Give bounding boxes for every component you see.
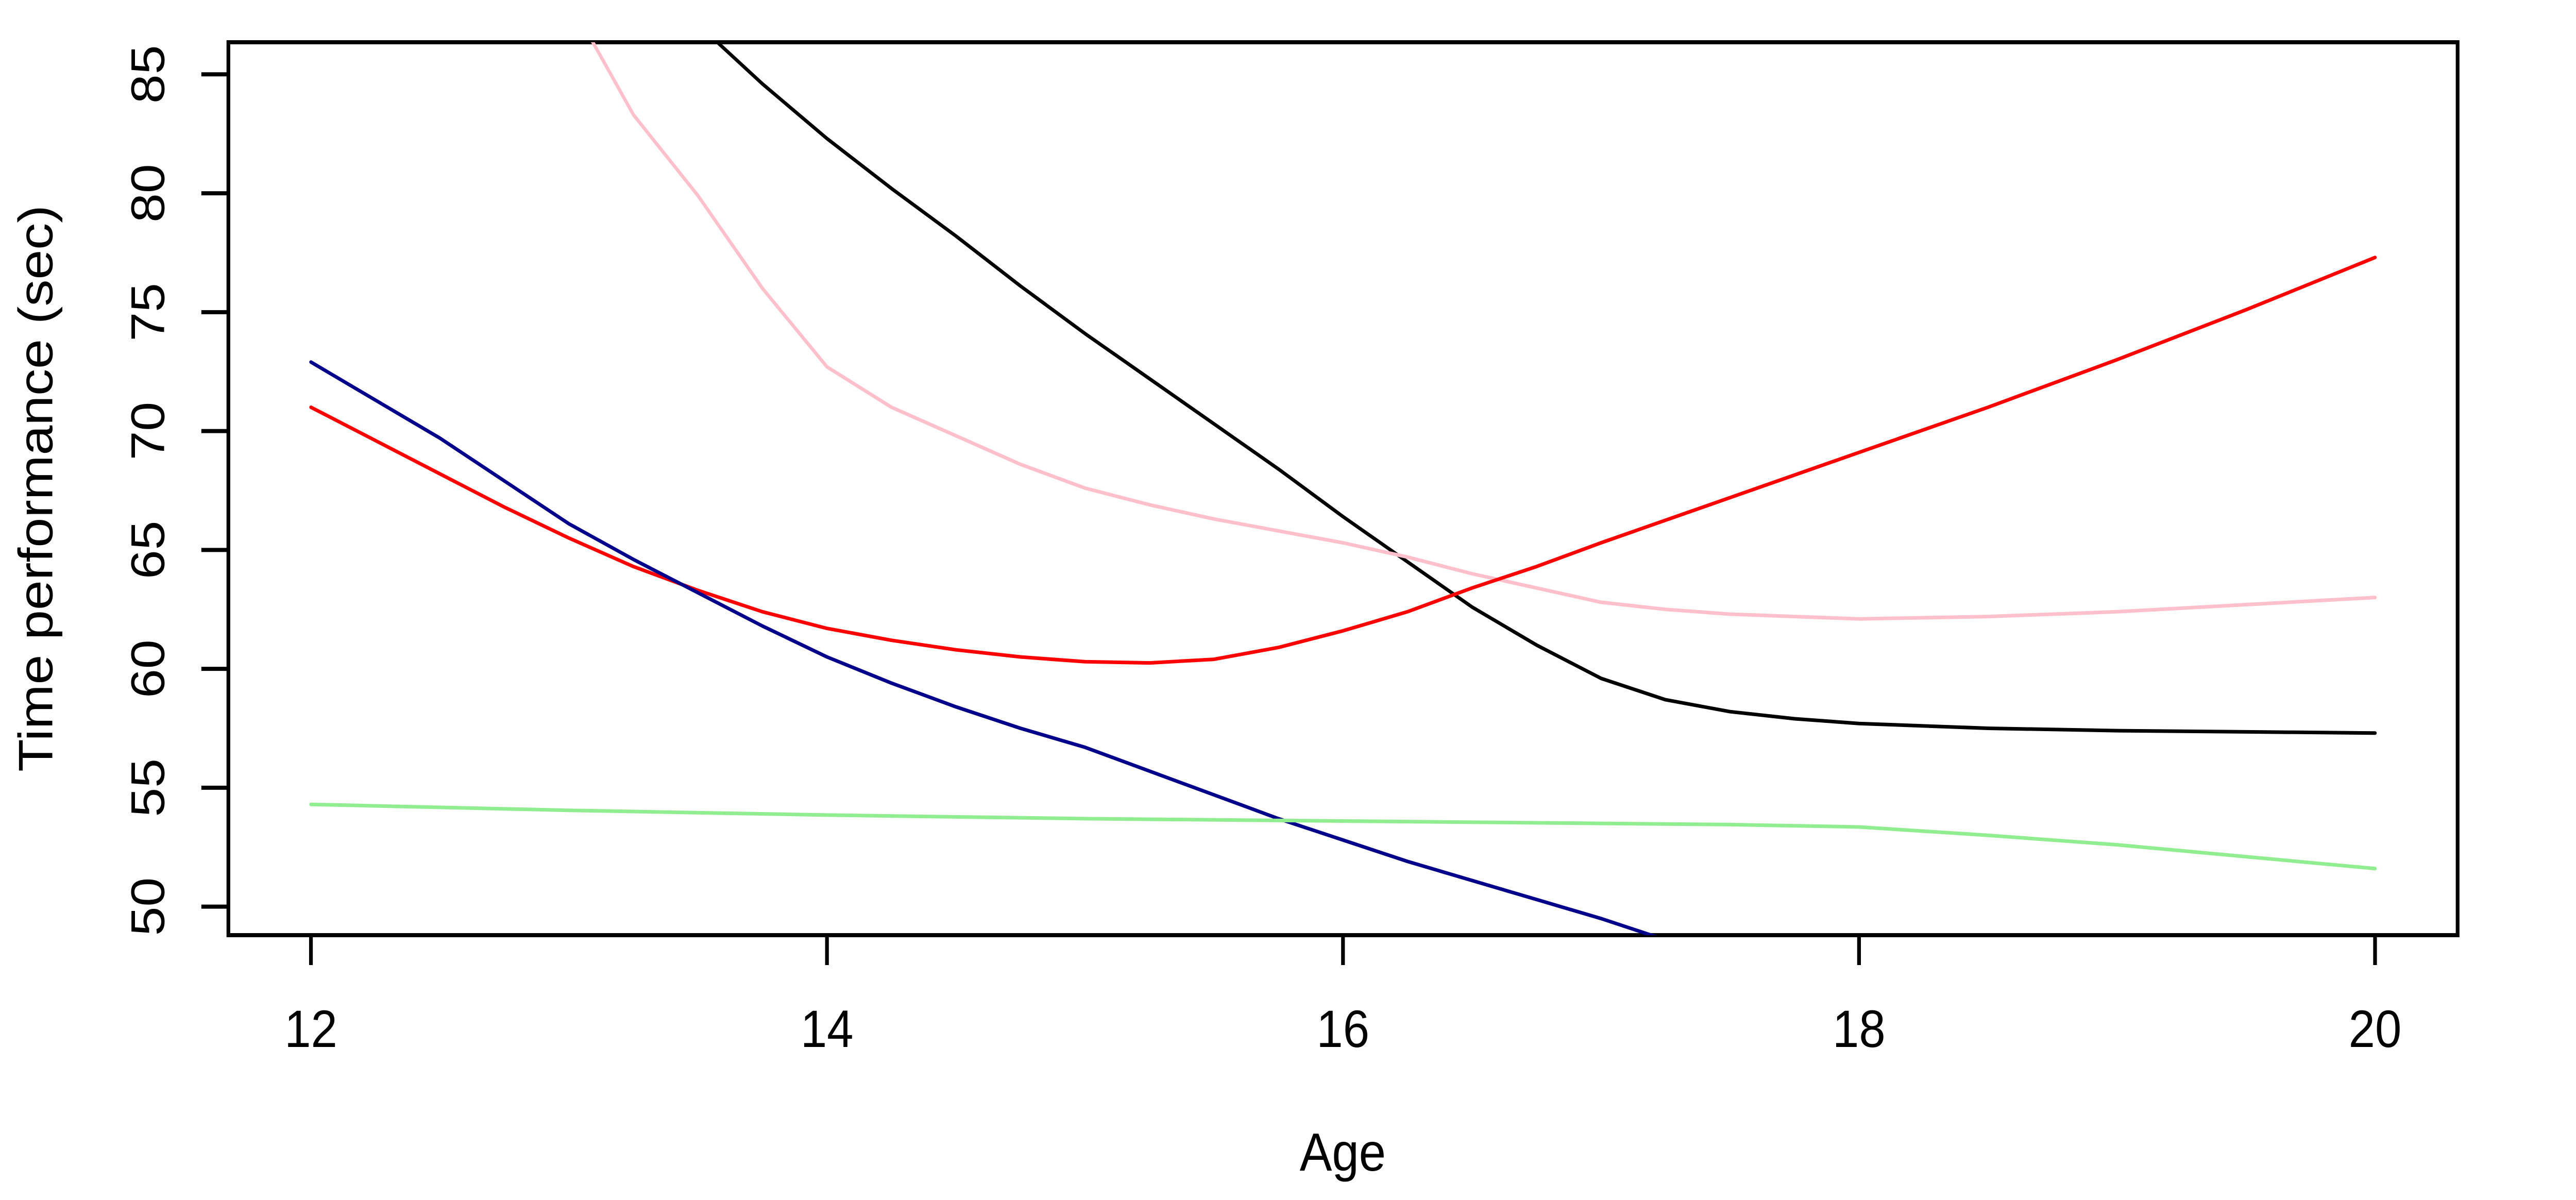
x-axis-title: Age [1300, 1123, 1386, 1182]
y-axis-title: Time performance (sec) [9, 205, 63, 772]
y-tick-label: 85 [121, 45, 174, 104]
curve-darkblue [309, 360, 1657, 935]
y-tick-label: 50 [121, 877, 174, 936]
x-tick-label: 12 [284, 1000, 337, 1058]
curve-red [309, 256, 2377, 665]
plot-box [226, 40, 2460, 937]
y-tick-label: 70 [121, 402, 174, 460]
curves-group [309, 42, 2377, 935]
y-axis: 50 55 60 65 70 75 80 85 [121, 45, 229, 936]
y-tick-label: 80 [121, 164, 174, 222]
curve-pink [591, 42, 2377, 621]
y-tick-label: 65 [121, 521, 174, 579]
y-tick-label: 55 [121, 758, 174, 817]
x-tick-label: 18 [1833, 1000, 1886, 1058]
curve-black [715, 42, 2377, 735]
x-tick-label: 16 [1316, 1000, 1369, 1058]
x-tick-label: 14 [801, 1000, 854, 1058]
y-tick-label: 75 [121, 283, 174, 341]
curve-green [309, 802, 2377, 871]
y-tick-label: 60 [121, 639, 174, 698]
x-tick-label: 20 [2349, 1000, 2402, 1058]
x-axis: 12 14 16 18 20 [284, 935, 2401, 1058]
